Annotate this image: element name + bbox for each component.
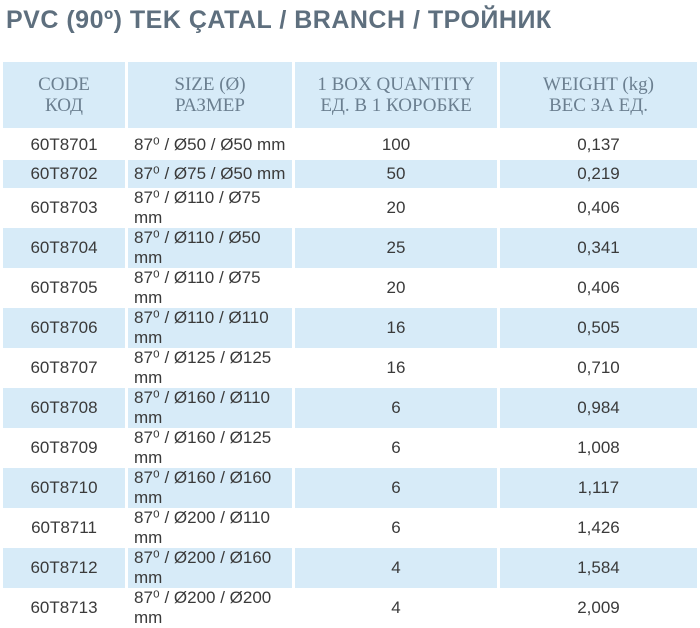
code-cell: 60T8705 [30,278,98,297]
qty-cell: 4 [295,548,497,588]
table-row: 60T8701 87⁰ / Ø50 / Ø50 mm 100 0,137 [3,131,697,160]
table-row: 60T8708 87⁰ / Ø160 / Ø110 mm 6 0,984 [3,388,697,428]
weight-cell: 1,584 [500,548,697,588]
page: PVC (90º) TEK ÇATAL / BRANCH / ТРОЙНИК C… [3,6,697,627]
qty-cell: 20 [386,278,406,297]
weight-cell: 0,984 [500,388,697,428]
table-header: CODE КОД SIZE (Ø) РАЗМЕР 1 BOX QUANTITY ЕД. В… [3,62,697,131]
weight-cell: 0,505 [500,308,697,348]
size-cell: 87⁰ / Ø110 / Ø50 mm [128,228,292,268]
code-cell: 60T8713 [30,598,98,617]
qty-cell: 6 [295,468,497,508]
qty-cell: 16 [386,358,406,377]
weight-cell: 0,710 [577,358,620,377]
table-body: 60T8701 87⁰ / Ø50 / Ø50 mm 100 0,137 60T8702… [3,131,697,628]
qty-cell: 25 [295,228,497,268]
code-cell: 60T8710 [3,468,125,508]
column-header: CODE КОД [3,62,125,131]
weight-cell: 0,406 [577,278,620,297]
header-line: ВЕС ЗА ЕД. [548,95,648,116]
code-cell: 60T8709 [30,438,98,457]
title: PVC (90º) TEK ÇATAL / BRANCH / ТРОЙНИК [6,6,552,34]
table-row: 60T8707 87⁰ / Ø125 / Ø125 mm 16 0,710 [3,348,697,388]
table-row: 60T8712 87⁰ / Ø200 / Ø160 mm 4 1,584 [3,548,697,588]
code-cell: 60T8711 [31,518,97,537]
size-cell: 87⁰ / Ø50 / Ø50 mm [134,135,286,155]
table-row: 60T8704 87⁰ / Ø110 / Ø50 mm 25 0,341 [3,228,697,268]
header-line: SIZE (Ø) [174,74,246,95]
size-cell: 87⁰ / Ø200 / Ø110 mm [134,508,270,547]
table-row: 60T8709 87⁰ / Ø160 / Ø125 mm 6 1,008 [3,428,697,468]
table-row: 60T8710 87⁰ / Ø160 / Ø160 mm 6 1,117 [3,468,697,508]
size-cell: 87⁰ / Ø110 / Ø110 mm [128,308,292,348]
weight-cell: 0,137 [577,135,620,155]
header-line: 1 BOX QUANTITY [317,74,475,95]
weight-cell: 0,219 [500,159,697,188]
code-cell: 60T8704 [3,228,125,268]
code-cell: 60T8707 [30,358,98,377]
qty-cell: 6 [391,518,401,537]
size-cell: 87⁰ / Ø110 / Ø75 mm [134,188,261,227]
weight-cell: 0,341 [500,228,697,268]
qty-cell: 50 [295,159,497,188]
table-row: 60T8702 87⁰ / Ø75 / Ø50 mm 50 0,219 [3,159,697,188]
column-header: WEIGHT (kg) ВЕС ЗА ЕД. [500,62,697,131]
code-cell: 60T8702 [3,159,125,188]
size-cell: 87⁰ / Ø160 / Ø160 mm [128,468,292,508]
code-cell: 60T8703 [30,198,98,217]
code-cell: 60T8706 [3,308,125,348]
qty-cell: 6 [295,388,497,428]
size-cell: 87⁰ / Ø160 / Ø125 mm [134,428,272,467]
weight-cell: 1,426 [577,518,620,537]
weight-cell: 0,406 [577,198,620,217]
table-row: 60T8706 87⁰ / Ø110 / Ø110 mm 16 0,505 [3,308,697,348]
column-header: SIZE (Ø) РАЗМЕР [128,62,292,131]
size-cell: 87⁰ / Ø160 / Ø110 mm [128,388,292,428]
column-header: 1 BOX QUANTITY ЕД. В 1 КОРОБКЕ [295,62,497,131]
qty-cell: 20 [386,198,406,217]
size-cell: 87⁰ / Ø200 / Ø200 mm [134,588,272,627]
size-cell: 87⁰ / Ø125 / Ø125 mm [134,348,272,387]
weight-cell: 1,117 [500,468,697,508]
size-cell: 87⁰ / Ø75 / Ø50 mm [128,159,292,188]
header-row: CODE КОД SIZE (Ø) РАЗМЕР 1 BOX QUANTITY ЕД. В… [3,62,697,131]
table-row: 60T8705 87⁰ / Ø110 / Ø75 mm 20 0,406 [3,268,697,308]
code-cell: 60T8712 [3,548,125,588]
size-cell: 87⁰ / Ø200 / Ø160 mm [128,548,292,588]
header-line: WEIGHT (kg) [543,74,654,95]
table-row: 60T8711 87⁰ / Ø200 / Ø110 mm 6 1,426 [3,508,697,548]
qty-cell: 6 [391,438,401,457]
size-cell: 87⁰ / Ø110 / Ø75 mm [134,268,261,307]
qty-cell: 16 [295,308,497,348]
header-line: РАЗМЕР [175,95,245,116]
header-line: КОД [45,95,83,116]
product-table: CODE КОД SIZE (Ø) РАЗМЕР 1 BOX QUANTITY ЕД. В… [0,62,700,628]
header-line: CODE [38,74,90,95]
qty-cell: 4 [391,598,401,617]
qty-cell: 100 [381,135,411,155]
table-row: 60T8703 87⁰ / Ø110 / Ø75 mm 20 0,406 [3,188,697,228]
code-cell: 60T8701 [30,135,98,155]
table-row: 60T8713 87⁰ / Ø200 / Ø200 mm 4 2,009 [3,588,697,628]
code-cell: 60T8708 [3,388,125,428]
weight-cell: 1,008 [577,438,620,457]
weight-cell: 2,009 [577,598,620,617]
header-line: ЕД. В 1 КОРОБКЕ [320,95,472,116]
